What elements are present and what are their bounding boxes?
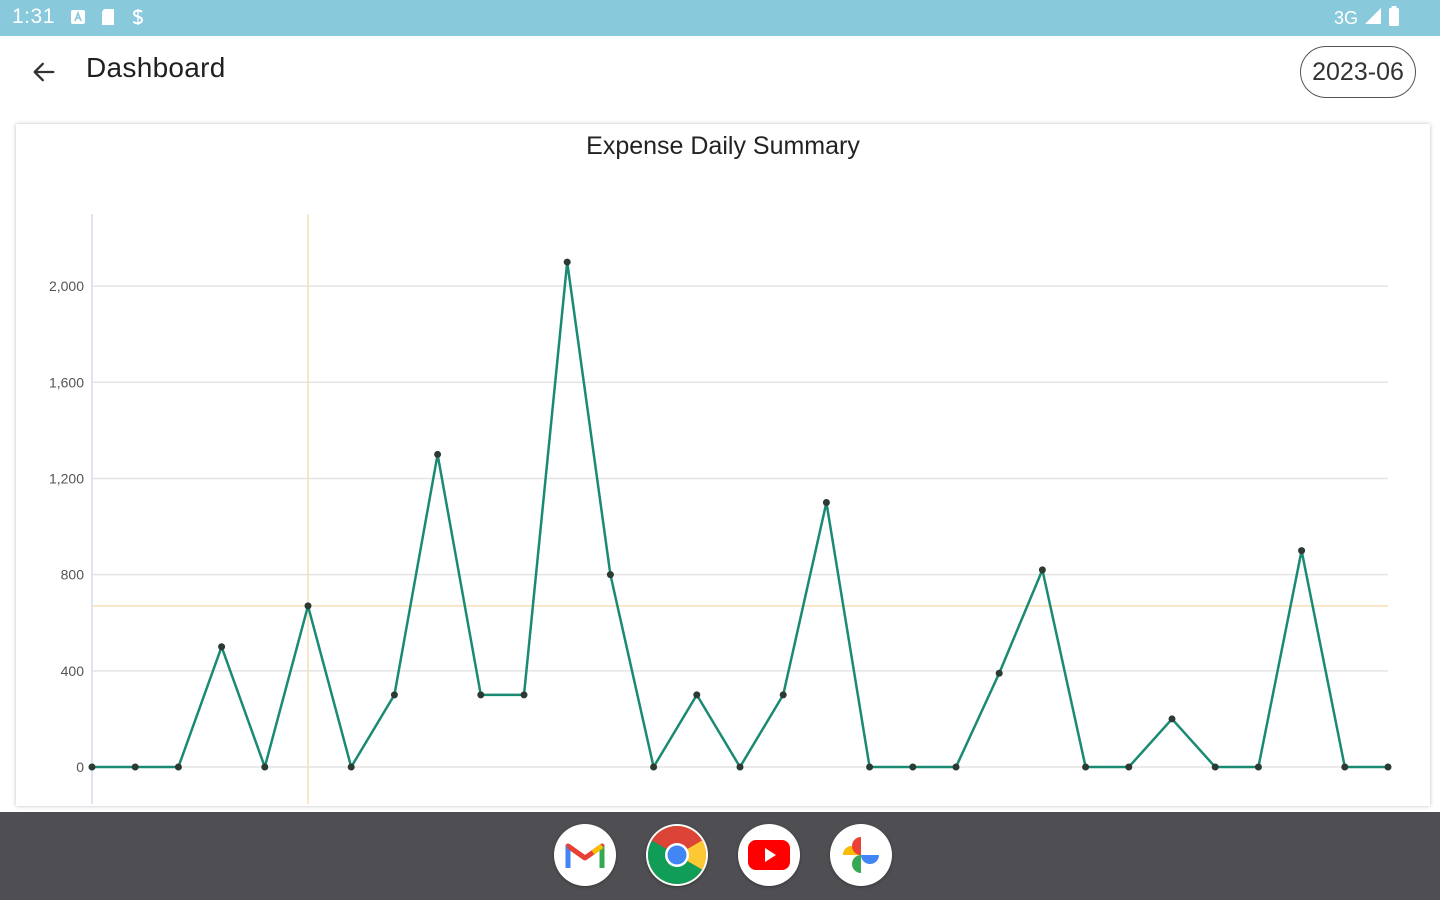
status-bar: 1:31 3G bbox=[0, 0, 1440, 36]
photos-icon[interactable] bbox=[830, 824, 892, 886]
data-point bbox=[1384, 763, 1392, 771]
data-point bbox=[218, 643, 226, 651]
data-point bbox=[866, 763, 874, 771]
data-point bbox=[1211, 763, 1219, 771]
data-point bbox=[952, 763, 960, 771]
battery-icon bbox=[1388, 6, 1400, 31]
data-point bbox=[131, 763, 139, 771]
network-type: 3G bbox=[1333, 8, 1358, 28]
y-tick-label: 1,600 bbox=[49, 374, 84, 390]
arrow-back-icon bbox=[33, 62, 55, 82]
s-icon bbox=[130, 8, 146, 31]
data-point bbox=[693, 691, 701, 699]
data-point bbox=[261, 763, 269, 771]
data-point bbox=[1341, 763, 1349, 771]
chrome-icon[interactable] bbox=[646, 824, 708, 886]
data-point bbox=[390, 691, 398, 699]
data-point bbox=[822, 499, 830, 507]
data-point bbox=[1298, 547, 1306, 555]
status-time: 1:31 bbox=[12, 5, 55, 28]
signal-icon bbox=[1364, 7, 1382, 30]
status-notification-icons bbox=[70, 8, 146, 31]
data-point bbox=[88, 763, 96, 771]
chart-title: Expense Daily Summary bbox=[586, 132, 860, 160]
back-button[interactable] bbox=[24, 54, 64, 90]
y-tick-label: 400 bbox=[61, 663, 85, 679]
data-point bbox=[909, 763, 917, 771]
gmail-icon[interactable] bbox=[554, 824, 616, 886]
youtube-icon[interactable] bbox=[738, 824, 800, 886]
data-point bbox=[736, 763, 744, 771]
month-selector-chip[interactable]: 2023-06 bbox=[1300, 46, 1416, 98]
y-tick-label: 1,200 bbox=[49, 470, 84, 486]
app-bar: Dashboard 2023-06 bbox=[0, 36, 1440, 116]
data-point bbox=[995, 669, 1003, 677]
data-point bbox=[1082, 763, 1090, 771]
taskbar bbox=[0, 812, 1440, 900]
y-tick-label: 2,000 bbox=[49, 278, 84, 294]
data-point bbox=[434, 450, 442, 458]
sd-card-icon bbox=[100, 8, 116, 31]
data-point bbox=[520, 691, 528, 699]
data-point bbox=[650, 763, 658, 771]
data-point bbox=[1038, 566, 1046, 574]
data-point bbox=[606, 571, 614, 579]
data-point bbox=[1125, 763, 1133, 771]
series-line bbox=[92, 260, 1388, 769]
a-icon bbox=[70, 9, 86, 30]
y-tick-label: 800 bbox=[61, 567, 85, 583]
data-point bbox=[174, 763, 182, 771]
data-point bbox=[1254, 763, 1262, 771]
line-chart[interactable]: 0 400 800 1,200 1,600 2,000 bbox=[16, 124, 1430, 806]
data-point bbox=[1168, 715, 1176, 723]
page-title: Dashboard bbox=[86, 52, 226, 83]
data-point bbox=[477, 691, 485, 699]
data-point bbox=[347, 763, 355, 771]
data-point bbox=[563, 258, 571, 266]
status-system-icons: 3G bbox=[1334, 6, 1400, 31]
app-dock bbox=[554, 824, 892, 886]
data-point bbox=[304, 602, 312, 610]
data-point bbox=[779, 691, 787, 699]
y-tick-label: 0 bbox=[76, 759, 84, 775]
chart-card: Expense Daily Summary 0 400 800 1,200 1,600 2… bbox=[16, 124, 1430, 806]
